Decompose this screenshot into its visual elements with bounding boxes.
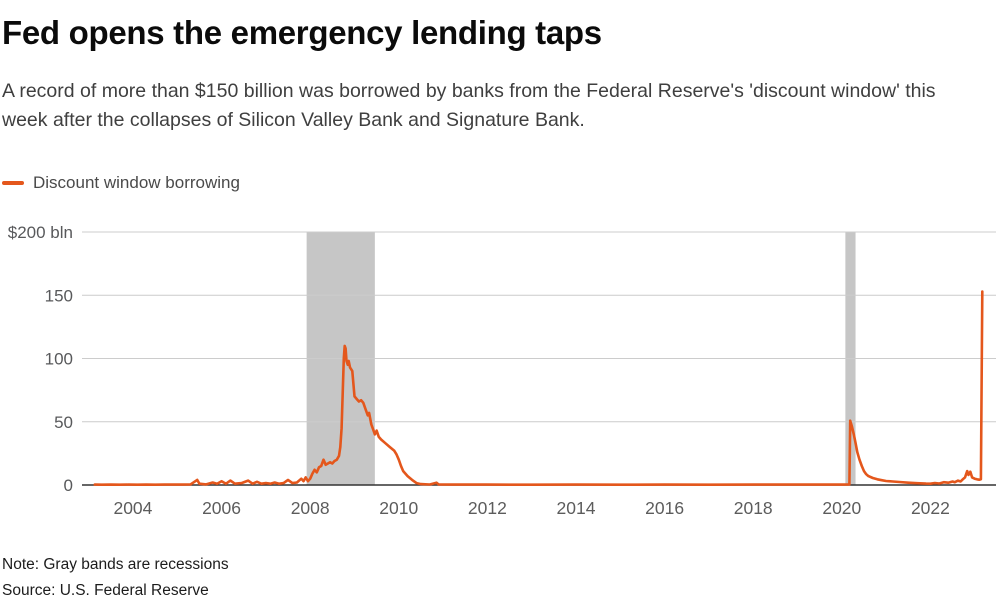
x-axis-tick-label: 2004 xyxy=(113,498,152,518)
chart-note: Note: Gray bands are recessions xyxy=(2,556,229,573)
x-axis-tick-label: 2008 xyxy=(291,498,330,518)
x-axis-tick-label: 2012 xyxy=(468,498,507,518)
legend-line-swatch xyxy=(2,181,24,185)
legend-label: Discount window borrowing xyxy=(33,173,240,192)
x-axis-tick-label: 2020 xyxy=(822,498,861,518)
x-axis-tick-label: 2014 xyxy=(557,498,596,518)
data-line xyxy=(93,290,984,487)
x-axis-tick-label: 2022 xyxy=(911,498,950,518)
x-axis-tick-label: 2016 xyxy=(645,498,684,518)
x-axis-tick-label: 2006 xyxy=(202,498,241,518)
y-axis-tick-label: $200 bln xyxy=(8,223,73,242)
page-title: Fed opens the emergency lending taps xyxy=(2,14,602,51)
chart-source: Source: U.S. Federal Reserve xyxy=(2,582,209,599)
y-axis-tick-label: 100 xyxy=(45,350,73,369)
legend: Discount window borrowing xyxy=(2,173,240,193)
y-axis-tick-label: 0 xyxy=(64,476,73,495)
y-axis-tick-label: 150 xyxy=(45,286,73,305)
y-axis-tick-label: 50 xyxy=(54,413,73,432)
x-axis-tick-label: 2018 xyxy=(734,498,773,518)
chart-subtitle: A record of more than $150 billion was b… xyxy=(2,80,936,131)
x-axis-tick-label: 2010 xyxy=(379,498,418,518)
